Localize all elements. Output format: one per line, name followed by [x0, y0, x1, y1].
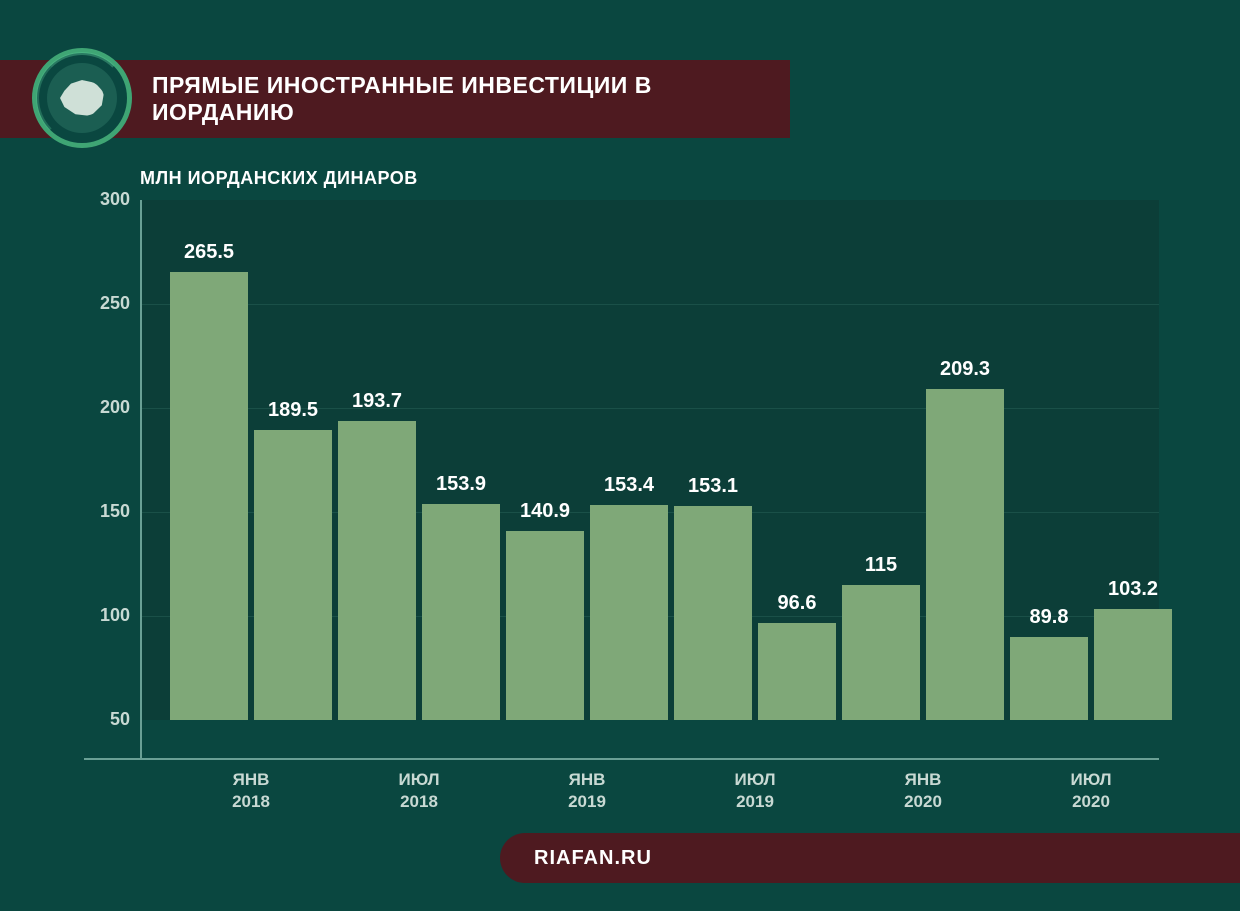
y-tick-label: 200 — [84, 397, 130, 418]
y-tick-label: 100 — [84, 605, 130, 626]
x-axis-line — [84, 758, 1159, 760]
x-tick-label: ИЮЛ2019 — [715, 769, 795, 813]
y-axis-line — [140, 200, 142, 760]
y-tick-label: 300 — [84, 189, 130, 210]
bar-value-label: 189.5 — [253, 399, 333, 422]
bar — [254, 430, 332, 720]
bar-value-label: 209.3 — [925, 358, 1005, 381]
bar — [1010, 637, 1088, 720]
bar-chart: 265.5189.5193.7153.9140.9153.4153.196.61… — [84, 195, 1159, 760]
bar-value-label: 96.6 — [757, 592, 837, 615]
page-title: ПРЯМЫЕ ИНОСТРАННЫЕ ИНВЕСТИЦИИ В ИОРДАНИЮ — [152, 72, 790, 126]
x-tick-label: ЯНВ2018 — [211, 769, 291, 813]
bar — [926, 389, 1004, 720]
bar-value-label: 153.1 — [673, 475, 753, 498]
bar-value-label: 115 — [841, 554, 921, 577]
bar — [842, 585, 920, 720]
bar-value-label: 89.8 — [1009, 606, 1089, 629]
bar-value-label: 153.9 — [421, 473, 501, 496]
x-tick-label: ИЮЛ2020 — [1051, 769, 1131, 813]
bar — [422, 504, 500, 720]
logo — [32, 48, 132, 148]
bar — [170, 272, 248, 720]
bar-value-label: 153.4 — [589, 474, 669, 497]
bar — [758, 623, 836, 720]
footer-source: RIAFAN.RU — [534, 847, 652, 870]
y-tick-label: 50 — [84, 709, 130, 730]
y-tick-label: 150 — [84, 501, 130, 522]
bar — [1094, 609, 1172, 720]
plot-area: 265.5 189.5193.7 153.9140.9153.4153.1 96.61… — [140, 200, 1159, 720]
x-tick-label: ИЮЛ2018 — [379, 769, 459, 813]
bar — [338, 421, 416, 720]
bar — [506, 531, 584, 720]
bar-value-label: 265.5 — [169, 241, 249, 264]
bar-value-label: 193.7 — [337, 390, 417, 413]
bar-value-label: 140.9 — [505, 500, 585, 523]
y-tick-label: 250 — [84, 293, 130, 314]
gridline — [140, 304, 1159, 305]
bar-value-label: 103.2 — [1093, 578, 1173, 601]
bar — [674, 506, 752, 720]
chart-subtitle: МЛН ИОРДАНСКИХ ДИНАРОВ — [140, 168, 418, 189]
x-tick-label: ЯНВ2020 — [883, 769, 963, 813]
bar — [590, 505, 668, 720]
x-tick-label: ЯНВ2019 — [547, 769, 627, 813]
footer-bar: RIAFAN.RU — [500, 833, 1240, 883]
